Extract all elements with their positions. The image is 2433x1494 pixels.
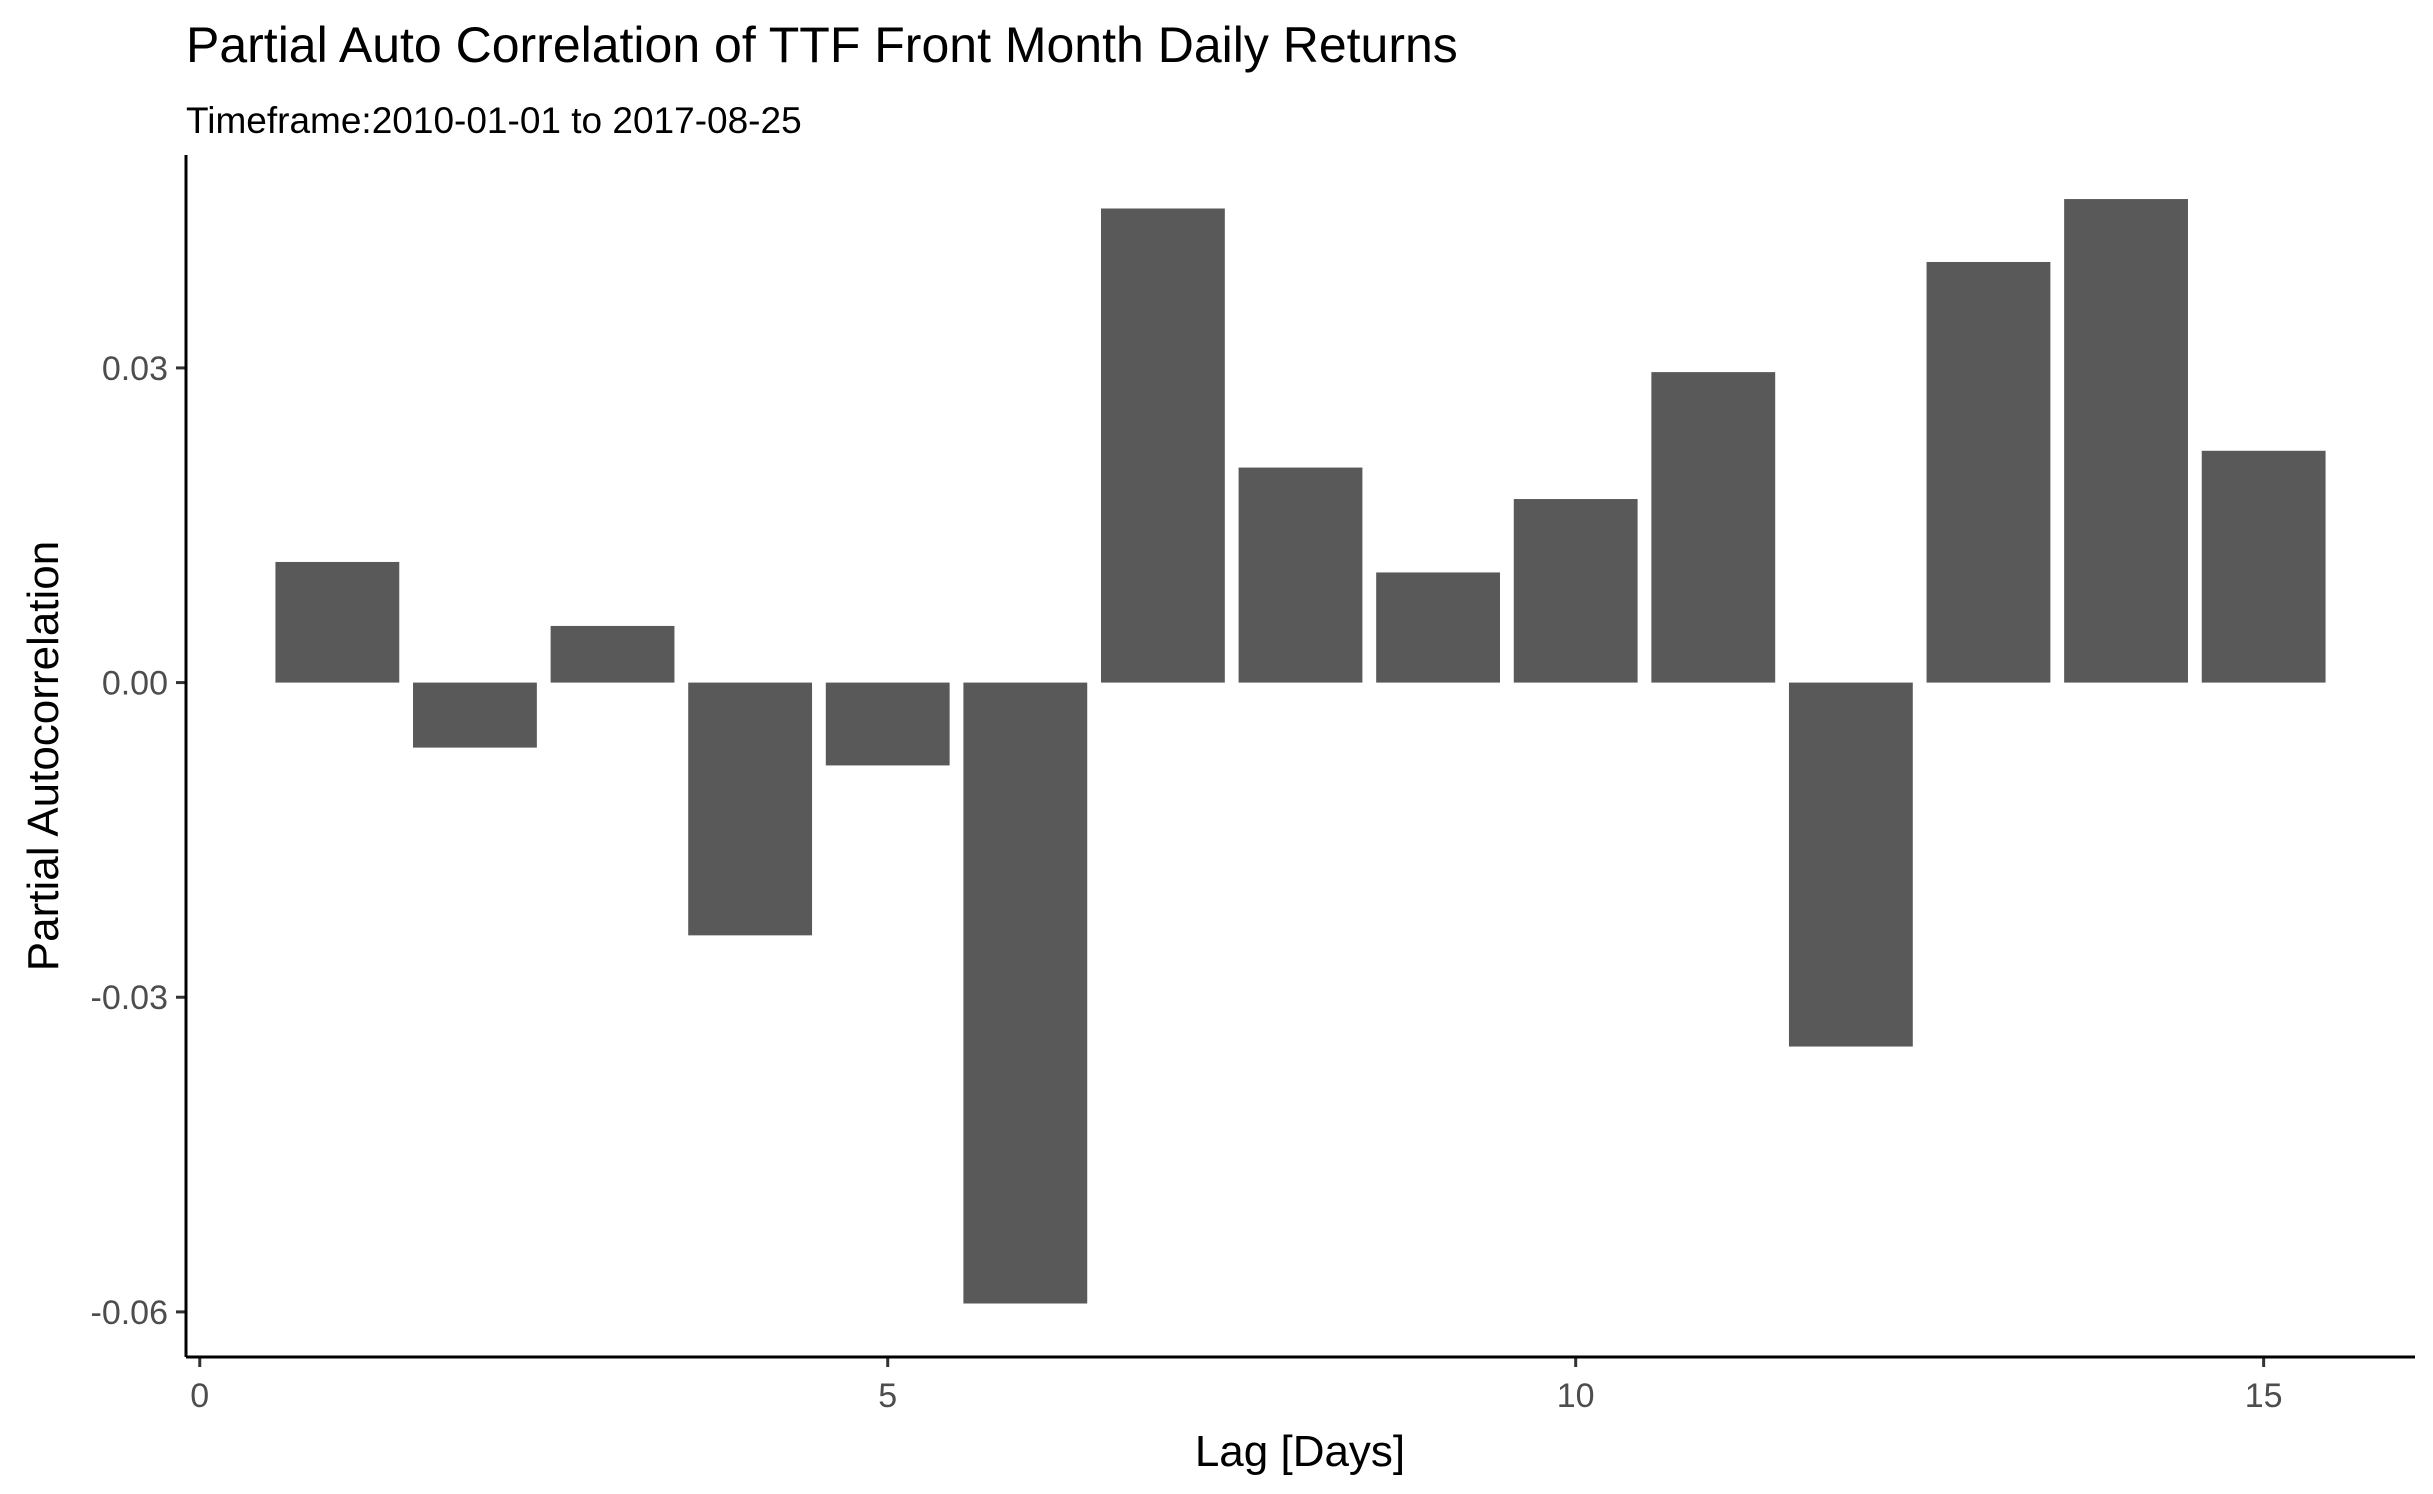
bar-lag-4 (688, 682, 813, 936)
bar-lag-6 (963, 682, 1088, 1304)
ticks-group: -0.06 -0.03 0.00 0.03 0 5 10 15 (91, 350, 2283, 1415)
y-tick-label: -0.06 (91, 1294, 169, 1332)
bars-group (275, 199, 2326, 1304)
x-tick-label: 0 (190, 1377, 209, 1415)
chart-subtitle: Timeframe:2010-01-01 to 2017-08-25 (186, 100, 802, 141)
bar-lag-2 (413, 682, 537, 748)
bar-lag-1 (275, 561, 400, 683)
bar-lag-14 (2064, 199, 2188, 683)
bar-lag-11 (1651, 372, 1776, 683)
y-tick-label: 0.03 (102, 350, 168, 388)
y-tick-label: 0.00 (102, 665, 168, 703)
bar-lag-10 (1513, 499, 1638, 683)
bar-lag-3 (550, 625, 675, 683)
bar-lag-9 (1376, 572, 1501, 683)
bar-lag-7 (1100, 208, 1225, 683)
x-tick-label: 5 (878, 1377, 897, 1415)
bar-lag-8 (1238, 467, 1363, 683)
y-axis-title: Partial Autocorrelation (19, 541, 68, 971)
bar-lag-15 (2201, 450, 2326, 683)
chart-title: Partial Auto Correlation of TTF Front Mo… (186, 17, 1458, 73)
bar-lag-13 (1926, 261, 2051, 683)
bar-lag-12 (1788, 682, 1913, 1047)
x-tick-label: 10 (1557, 1377, 1595, 1415)
x-axis-title: Lag [Days] (1195, 1427, 1405, 1476)
y-tick-label: -0.03 (91, 979, 169, 1017)
bar-lag-5 (825, 682, 950, 766)
x-tick-label: 15 (2245, 1377, 2283, 1415)
